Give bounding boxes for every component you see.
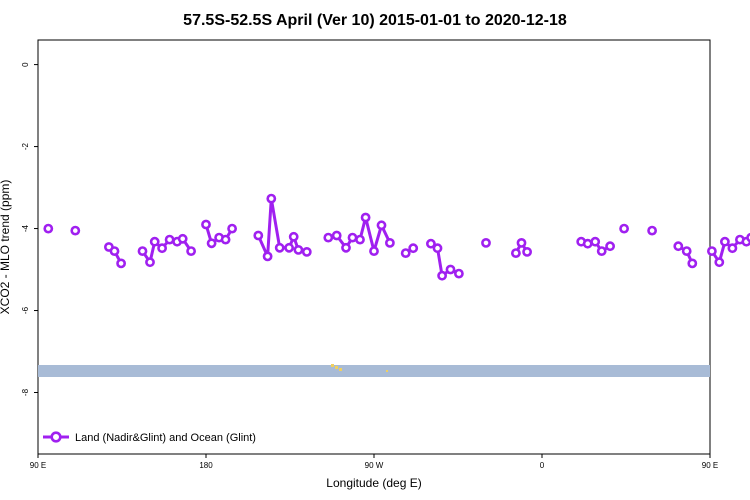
data-point xyxy=(673,241,684,252)
data-point xyxy=(453,268,464,279)
y-axis-ticks: 0 -2 -4 -6 -8 xyxy=(21,62,38,396)
data-point xyxy=(360,212,371,223)
data-point xyxy=(516,237,527,248)
x-tick-label: 90 E xyxy=(702,461,718,470)
data-point xyxy=(714,257,725,268)
data-point xyxy=(376,220,387,231)
data-point xyxy=(227,223,237,234)
data-point xyxy=(681,246,692,256)
data-point xyxy=(274,242,285,253)
data-point xyxy=(647,225,657,236)
data-point xyxy=(619,223,629,234)
data-point xyxy=(331,230,342,241)
data-point xyxy=(582,238,593,249)
data-point xyxy=(145,257,155,268)
legend: Land (Nadir&Glint) and Ocean (Glint) xyxy=(43,431,256,444)
land-speck xyxy=(335,366,338,369)
x-tick-label: 180 xyxy=(199,461,213,470)
y-tick-label: -6 xyxy=(21,306,30,314)
data-point xyxy=(164,234,175,245)
x-tick-label: 90 E xyxy=(30,461,46,470)
data-point xyxy=(590,236,601,247)
data-point xyxy=(262,251,273,262)
data-point xyxy=(511,248,521,258)
data-point xyxy=(727,243,738,254)
y-tick-label: -4 xyxy=(21,224,30,232)
data-point xyxy=(284,242,294,253)
data-point xyxy=(522,246,532,257)
x-tick-label: 90 W xyxy=(365,461,384,470)
data-point xyxy=(109,246,120,256)
y-tick-label: 0 xyxy=(21,62,30,67)
data-point xyxy=(206,238,217,249)
data-point xyxy=(293,244,304,255)
data-point xyxy=(341,242,351,253)
data-point xyxy=(137,246,148,256)
data-point xyxy=(605,241,615,252)
data-point xyxy=(425,238,436,249)
data-point xyxy=(201,219,211,230)
land-speck xyxy=(339,368,342,371)
legend-entry-label: Land (Nadir&Glint) and Ocean (Glint) xyxy=(75,432,256,444)
x-axis-label: Longitude (deg E) xyxy=(326,476,421,490)
data-point xyxy=(253,230,264,241)
data-point xyxy=(347,232,358,243)
data-point xyxy=(220,234,231,245)
y-axis-label: XCO2 - MLO trend (ppm) xyxy=(0,180,12,315)
data-point xyxy=(481,237,491,248)
data-point xyxy=(288,231,299,242)
land-band xyxy=(38,365,710,377)
data-point xyxy=(177,233,188,244)
data-point xyxy=(445,264,456,275)
data-point xyxy=(720,236,730,247)
data-point xyxy=(43,223,54,234)
data-point xyxy=(323,232,334,243)
data-point xyxy=(70,225,81,236)
data-point xyxy=(707,246,717,256)
chart-title: 57.5S-52.5S April (Ver 10) 2015-01-01 to… xyxy=(183,12,567,29)
data-point xyxy=(369,246,379,256)
data-point xyxy=(186,246,196,256)
land-speck xyxy=(331,364,334,367)
data-point xyxy=(384,237,395,248)
data-point xyxy=(432,243,443,254)
land-band-specks xyxy=(331,364,388,372)
data-point xyxy=(400,248,411,258)
x-axis-ticks: 90 E 180 90 W 0 90 E xyxy=(30,454,718,470)
x-tick-label: 0 xyxy=(540,461,545,470)
data-point xyxy=(408,243,419,254)
y-tick-label: -2 xyxy=(21,142,30,150)
data-point xyxy=(437,270,447,281)
data-point xyxy=(301,246,312,257)
data-point xyxy=(746,232,750,243)
legend-marker-swatch xyxy=(50,431,62,443)
y-tick-label: -8 xyxy=(21,388,30,396)
land-speck xyxy=(386,370,388,372)
series-layer xyxy=(43,193,750,281)
data-point xyxy=(355,234,365,245)
data-point xyxy=(149,236,160,247)
data-point xyxy=(596,246,607,256)
data-point xyxy=(116,258,126,269)
data-point xyxy=(157,243,167,254)
data-point xyxy=(687,258,698,269)
data-point xyxy=(266,193,277,204)
